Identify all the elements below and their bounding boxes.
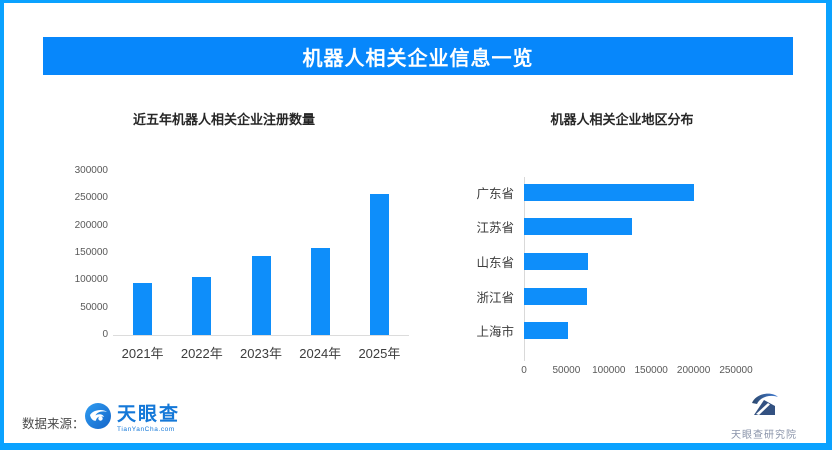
- bar-slot: [113, 171, 172, 335]
- y-axis-tick-label: 300000: [74, 165, 108, 176]
- tianyancha-research-logo-icon: [742, 393, 786, 423]
- left-chart-ylabels: 300000 250000 200000 150000 100000 50000 0: [60, 165, 108, 341]
- bar-track: [524, 252, 736, 270]
- right-chart-title: 机器人相关企业地区分布: [550, 112, 694, 127]
- x-category-label: 2021年: [121, 346, 164, 361]
- bar-2025年: [369, 193, 389, 335]
- tianyancha-logo: 天眼查 TianYanCha.com: [84, 402, 180, 435]
- x-axis-tick-label: 150000: [634, 365, 668, 376]
- region-row: 浙江省: [444, 279, 736, 314]
- page-title-banner: 机器人相关企业信息一览: [43, 37, 793, 75]
- region-row: 广东省: [444, 175, 736, 210]
- x-axis-tick-label: 50000: [552, 365, 581, 376]
- bar-slot: [291, 171, 350, 335]
- left-chart-plot: [113, 171, 409, 336]
- bar-上海市: [524, 322, 569, 340]
- tianyancha-eye-icon: [84, 402, 112, 435]
- bar-track: [524, 322, 736, 340]
- y-axis-tick-label: 50000: [80, 301, 108, 313]
- y-axis-tick-label: 200000: [74, 219, 108, 231]
- bar-2021年: [133, 283, 153, 335]
- x-axis-tick-label: 100000: [592, 365, 626, 376]
- region-row: 山东省: [444, 244, 736, 279]
- page-title: 机器人相关企业信息一览: [302, 47, 534, 70]
- region-label: 浙江省: [476, 290, 514, 305]
- y-axis-tick-label: 250000: [74, 192, 108, 204]
- bar-2023年: [251, 255, 271, 335]
- bar-slot: [350, 171, 409, 335]
- right-chart: 广东省江苏省山东省浙江省上海市 0 50000 100000 150000 200000…: [444, 175, 804, 385]
- bar-2024年: [310, 247, 330, 335]
- bar-track: [524, 218, 736, 236]
- bar-track: [524, 287, 736, 305]
- bar-slot: [231, 171, 290, 335]
- tianyancha-name: 天眼查: [117, 403, 181, 425]
- tianyancha-research-label: 天眼查研究院: [731, 430, 797, 441]
- right-chart-rows: 广东省江苏省山东省浙江省上海市: [444, 175, 736, 348]
- bar-slot: [172, 171, 231, 335]
- left-chart-xlabels: 2021年 2022年 2023年 2024年 2025年: [113, 343, 409, 362]
- bar-广东省: [524, 183, 694, 201]
- x-category-label: 2022年: [180, 346, 223, 361]
- right-chart-xticks: 0 50000 100000 150000 200000 250000: [521, 365, 752, 379]
- y-axis-tick-label: 150000: [74, 246, 108, 258]
- bar-track: [524, 183, 736, 201]
- y-axis-tick-label: 100000: [74, 274, 108, 286]
- x-axis-tick-label: 250000: [719, 365, 753, 376]
- bar-2022年: [192, 276, 212, 335]
- x-axis-tick-label: 200000: [676, 365, 711, 376]
- left-chart: 300000 250000 200000 150000 100000 50000 0 202…: [60, 165, 420, 375]
- left-chart-title: 近五年机器人相关企业注册数量: [132, 112, 315, 127]
- x-category-label: 2023年: [240, 346, 282, 361]
- x-category-label: 2024年: [299, 346, 342, 361]
- tianyancha-domain: TianYanCha.com: [117, 425, 175, 433]
- region-label: 上海市: [476, 325, 514, 340]
- region-row: 上海市: [444, 313, 736, 348]
- region-row: 江苏省: [444, 210, 736, 245]
- tianyancha-research-watermark: 天眼查研究院: [714, 391, 814, 441]
- bar-浙江省: [524, 287, 587, 305]
- y-axis-tick-label: 0: [102, 328, 108, 340]
- infographic-canvas: 机器人相关企业信息一览 近五年机器人相关企业注册数量 机器人相关企业地区分布 3…: [4, 3, 826, 443]
- data-source-label: 数据来源：: [22, 417, 85, 431]
- tianyancha-wordmark: 天眼查 TianYanCha.com: [117, 403, 181, 433]
- region-label: 山东省: [476, 255, 514, 270]
- bar-山东省: [524, 252, 588, 270]
- region-label: 江苏省: [476, 221, 514, 236]
- region-label: 广东省: [476, 186, 514, 201]
- x-category-label: 2025年: [358, 346, 401, 361]
- x-axis-tick-label: 0: [521, 365, 527, 376]
- bar-江苏省: [524, 218, 632, 236]
